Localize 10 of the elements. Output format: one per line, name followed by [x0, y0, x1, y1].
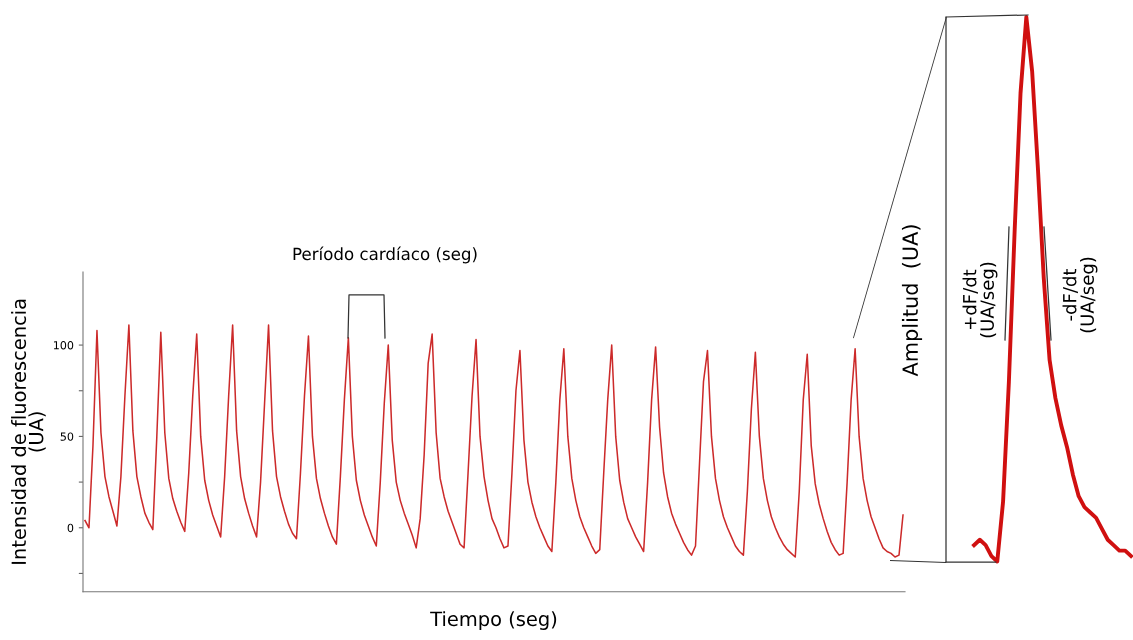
- annotation: Amplitud (UA): [901, 225, 923, 377]
- x-axis-title: Tiempo (seg): [430, 611, 557, 630]
- y-axis-title: Intensidad de fluorescencia (UA): [11, 299, 46, 564]
- text: Período cardíaco (seg): [293, 246, 477, 264]
- line-series: [84, 324, 904, 558]
- y-tick-label: 50: [60, 432, 74, 441]
- y-tick-label: 100: [53, 341, 74, 350]
- y-tick-label: 0: [67, 523, 74, 533]
- annotation: +dF/dt (UA/seg): [962, 262, 998, 338]
- annotation: -dF/dt (UA/seg): [1062, 257, 1098, 333]
